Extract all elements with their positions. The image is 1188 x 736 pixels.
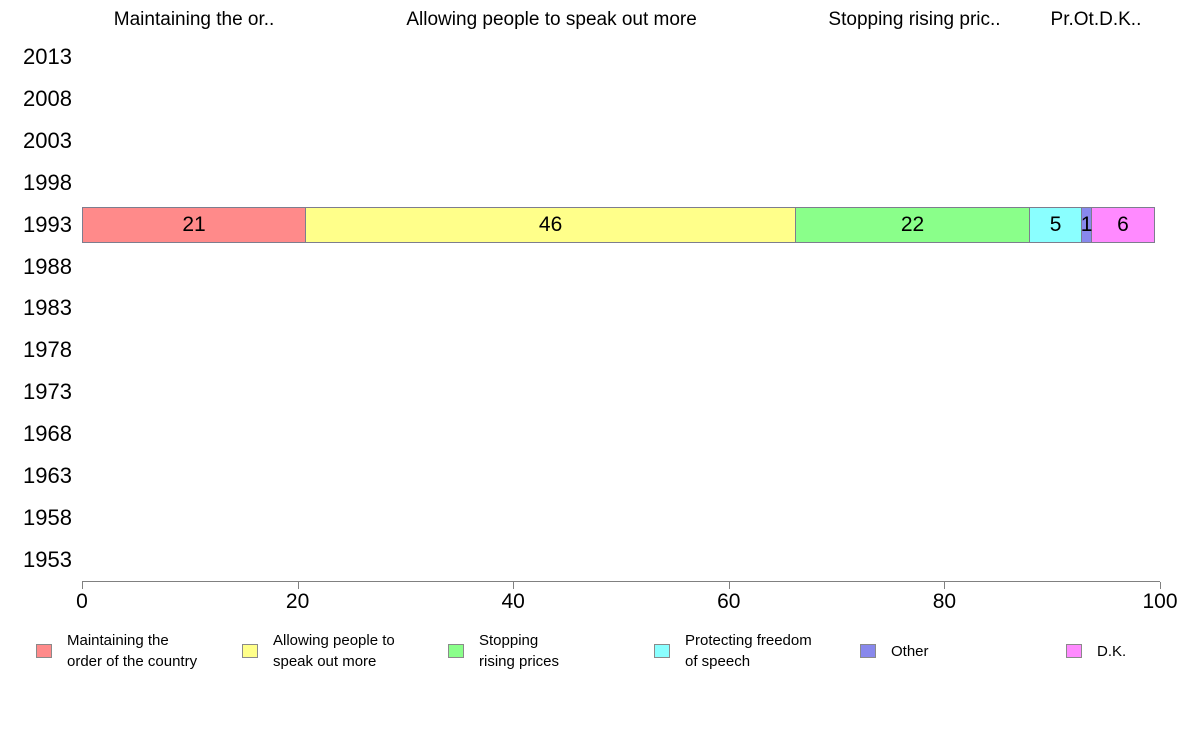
x-tick bbox=[513, 582, 515, 589]
bar-segment-4[interactable]: 1 bbox=[1080, 206, 1093, 243]
y-axis-label-1978: 1978 bbox=[23, 337, 72, 363]
category-row-1953 bbox=[82, 539, 1160, 581]
legend-swatch bbox=[242, 644, 258, 658]
bar-segment-1[interactable]: 46 bbox=[305, 206, 797, 243]
x-tick-label-60: 60 bbox=[717, 590, 741, 613]
y-axis: 2013 2008 2003 1998 1993 1988 1983 1978 1973 1968… bbox=[0, 36, 72, 581]
category-row-1963 bbox=[82, 455, 1160, 497]
bar-segment-5[interactable]: 6 bbox=[1090, 206, 1155, 243]
legend-swatch bbox=[654, 644, 670, 658]
y-axis-label-1953: 1953 bbox=[23, 547, 72, 573]
category-row-2008 bbox=[82, 78, 1160, 120]
category-row-1978 bbox=[82, 329, 1160, 371]
legend-label: Allowing people to speak out more bbox=[273, 632, 395, 670]
x-tick-label-100: 100 bbox=[1142, 590, 1178, 613]
y-axis-label-2013: 2013 bbox=[23, 43, 72, 69]
legend-swatch bbox=[36, 644, 52, 658]
bar-value-label: 21 bbox=[182, 212, 206, 236]
y-axis-label-1983: 1983 bbox=[23, 295, 72, 321]
x-tick bbox=[1160, 582, 1161, 589]
bar-value-label: 5 bbox=[1049, 212, 1062, 236]
category-row-1973 bbox=[82, 371, 1160, 413]
legend-item-0[interactable]: Maintaining the order of the country bbox=[36, 627, 197, 675]
bar-segment-2[interactable]: 22 bbox=[795, 206, 1030, 243]
bar-value-label: 1 bbox=[1080, 212, 1093, 236]
y-axis-label-1958: 1958 bbox=[23, 505, 72, 531]
y-axis-label-1968: 1968 bbox=[23, 421, 72, 447]
y-axis-label-2003: 2003 bbox=[23, 127, 72, 153]
x-tick-label-80: 80 bbox=[932, 590, 957, 613]
y-axis-label-1973: 1973 bbox=[23, 379, 72, 405]
bar-value-label: 46 bbox=[538, 212, 563, 236]
legend-item-2[interactable]: Stopping rising prices bbox=[448, 627, 559, 675]
category-row-2013 bbox=[82, 36, 1160, 78]
legend-label: D.K. bbox=[1097, 642, 1127, 660]
column-header-1: Allowing people to speak out more bbox=[406, 9, 697, 30]
x-tick-label-20: 20 bbox=[285, 590, 310, 613]
category-row-1958 bbox=[82, 497, 1160, 539]
stacked-bar-1993: 21 46 22 5 1 6 bbox=[82, 206, 1160, 243]
x-tick bbox=[944, 582, 946, 589]
legend-label: Other bbox=[891, 642, 929, 660]
x-tick-label-40: 40 bbox=[501, 590, 525, 613]
legend-label: Maintaining the order of the country bbox=[67, 632, 198, 670]
legend-swatch bbox=[448, 644, 464, 658]
bar-segment-0[interactable]: 21 bbox=[82, 206, 307, 243]
bar-value-label: 6 bbox=[1117, 212, 1129, 236]
bar-value-label: 22 bbox=[900, 212, 925, 236]
legend-item-5[interactable]: D.K. bbox=[1066, 627, 1126, 675]
column-header-3: Pr.Ot.D.K.. bbox=[1050, 9, 1142, 30]
x-tick bbox=[82, 582, 83, 589]
legend-swatch bbox=[860, 644, 876, 658]
x-tick bbox=[728, 582, 730, 589]
category-row-2003 bbox=[82, 120, 1160, 162]
bar-segment-3[interactable]: 5 bbox=[1028, 206, 1083, 243]
x-tick-label-0: 0 bbox=[76, 590, 88, 613]
y-axis-label-1993: 1993 bbox=[23, 211, 72, 237]
y-axis-label-1998: 1998 bbox=[23, 169, 72, 195]
legend-item-3[interactable]: Protecting freedom of speech bbox=[654, 627, 812, 675]
x-tick bbox=[297, 582, 299, 589]
legend-item-4[interactable]: Other bbox=[860, 627, 929, 675]
legend-swatch bbox=[1066, 644, 1082, 658]
y-axis-label-2008: 2008 bbox=[23, 85, 72, 111]
category-row-1993: 21 46 22 5 1 6 bbox=[82, 204, 1160, 246]
y-axis-label-1988: 1988 bbox=[23, 253, 72, 279]
category-row-1988 bbox=[82, 246, 1160, 288]
legend-label: Stopping rising prices bbox=[479, 632, 560, 670]
column-headers: Maintaining the or.. Allowing people to s… bbox=[82, 6, 1160, 34]
legend-label: Protecting freedom of speech bbox=[685, 632, 812, 670]
column-header-0: Maintaining the or.. bbox=[113, 9, 275, 30]
category-row-1968 bbox=[82, 413, 1160, 455]
legend-item-1[interactable]: Allowing people to speak out more bbox=[242, 627, 395, 675]
y-axis-label-1963: 1963 bbox=[23, 463, 72, 489]
category-row-1983 bbox=[82, 288, 1160, 330]
x-axis: 0 20 40 60 80 100 bbox=[76, 581, 1178, 625]
plot-area: 21 46 22 5 1 6 bbox=[82, 36, 1160, 582]
category-row-1998 bbox=[82, 162, 1160, 204]
legend: Maintaining the order of the country Allow… bbox=[0, 627, 1188, 685]
column-header-2: Stopping rising pric.. bbox=[828, 9, 1001, 30]
